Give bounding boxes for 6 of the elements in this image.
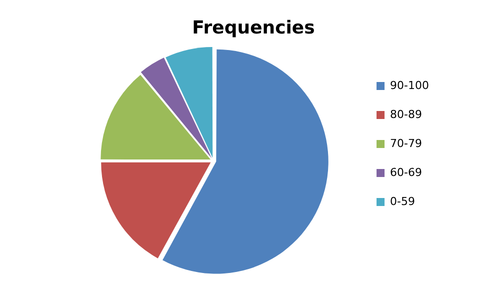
- legend-label: 0-59: [390, 194, 416, 208]
- legend-label: 80-89: [390, 108, 422, 121]
- legend-label: 90-100: [390, 78, 430, 92]
- legend-label: 60-69: [390, 166, 422, 179]
- legend-label: 70-79: [390, 136, 422, 150]
- chart-title: Frequencies: [192, 17, 315, 38]
